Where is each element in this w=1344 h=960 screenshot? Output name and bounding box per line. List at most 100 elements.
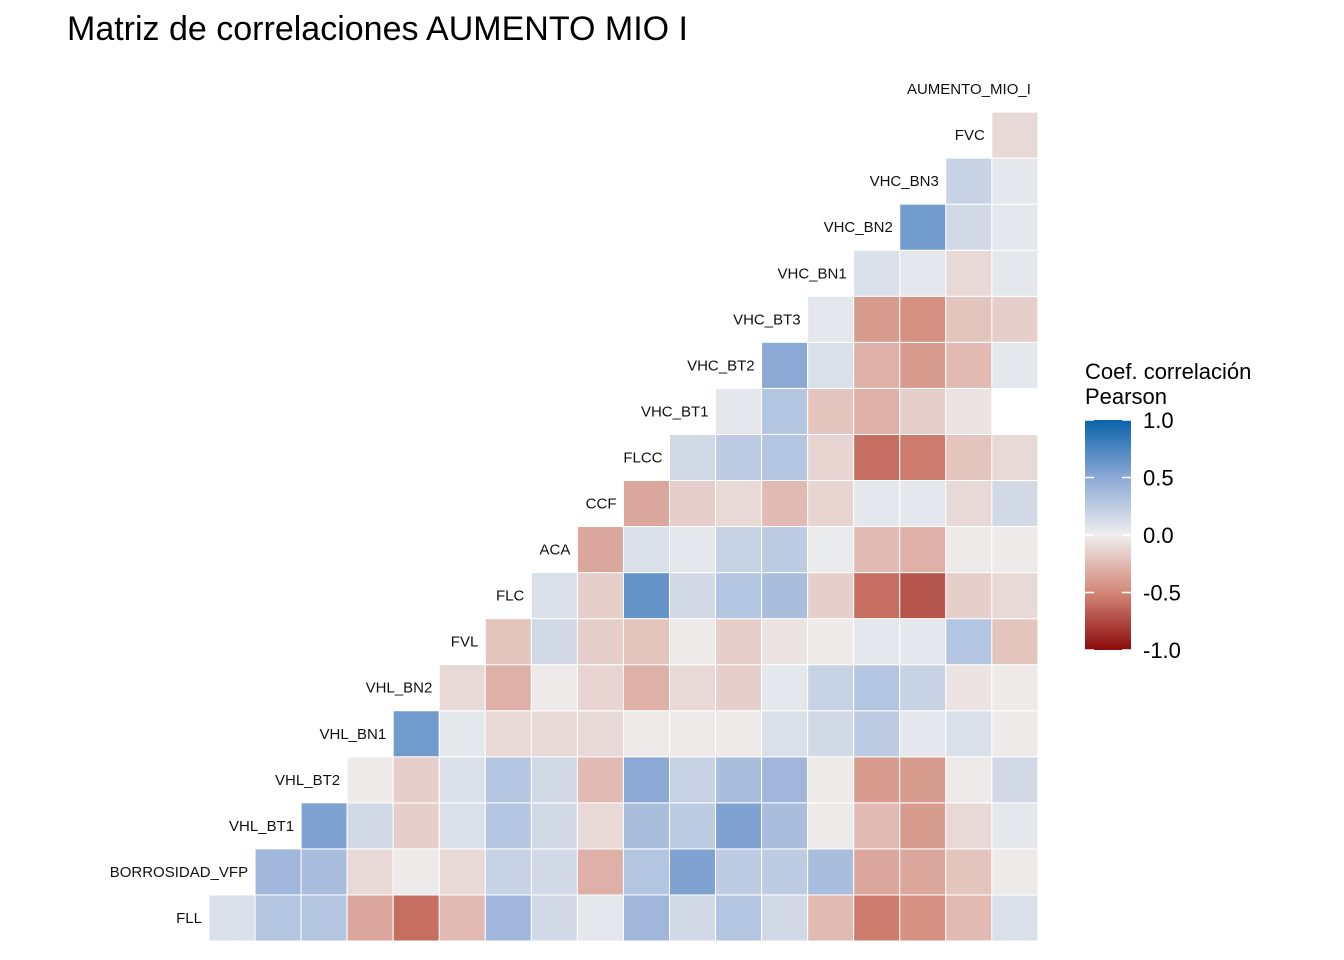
cell-vhl_bn1-aca <box>530 710 578 758</box>
cell-vhl_bt1-vhc_bn3 <box>899 802 947 850</box>
cell-vhl_bn2-vhc_bt3 <box>761 664 809 712</box>
cell-vhl_bt2-aumento_mio_i <box>991 756 1039 804</box>
row-label-ccf: CCF <box>586 496 617 513</box>
cell-vhl_bt1-aumento_mio_i <box>991 802 1039 850</box>
row-label-vhc-bt3: VHC_BT3 <box>733 311 801 328</box>
variable-labels: FLL BORROSIDAD_VFP VHL_BT1 VHL_BT2 VHL_BN1 VH… <box>110 81 1031 927</box>
cell-aca-vhc_bt2 <box>715 526 763 574</box>
row-label-vhl-bt2: VHL_BT2 <box>275 772 340 789</box>
cell-vhl_bt2-vhc_bt1 <box>669 756 717 804</box>
cell-vhc_bt1-vhc_bn2 <box>853 387 901 435</box>
row-label-borrosidad-vfp: BORROSIDAD_VFP <box>110 864 248 881</box>
cell-ccf-flcc <box>622 480 671 528</box>
cell-fvl-vhc_bn3 <box>899 618 947 666</box>
cell-vhc_bn1-vhc_bn3 <box>899 249 947 297</box>
row-label-fvc: FVC <box>955 127 985 144</box>
cell-flcc-vhc_bt2 <box>715 433 763 482</box>
cell-ccf-vhc_bn1 <box>807 480 855 528</box>
cell-borrosidad_vfp-vhc_bt2 <box>715 848 763 896</box>
cell-vhl_bn1-fvc <box>945 710 993 758</box>
cell-vhl_bt1-aca <box>530 802 578 850</box>
cell-vhc_bt1-vhc_bt2 <box>715 387 763 435</box>
cell-borrosidad_vfp-fvl <box>438 848 486 896</box>
cell-aca-vhc_bn2 <box>853 526 901 574</box>
cell-fll-ccf <box>576 894 624 942</box>
cell-vhc_bt3-fvc <box>945 295 993 343</box>
cell-aca-flcc <box>622 526 671 574</box>
cell-aca-ccf <box>576 526 624 574</box>
cell-vhl_bn1-flc <box>484 710 532 758</box>
cell-vhl_bt1-fvc <box>945 802 993 850</box>
row-label-fvl: FVL <box>451 634 479 651</box>
cell-vhc_bn2-vhc_bn3 <box>899 203 947 251</box>
cell-fvl-vhc_bt1 <box>669 618 717 666</box>
cell-vhl_bt1-vhc_bn2 <box>853 802 901 850</box>
cell-flc-fvc <box>945 572 993 620</box>
cell-borrosidad_vfp-aumento_mio_i <box>991 848 1039 896</box>
cell-flc-vhc_bn2 <box>853 572 901 620</box>
cell-fvl-vhc_bt3 <box>761 618 809 666</box>
chart-title: Matriz de correlaciones AUMENTO MIO I <box>67 10 688 48</box>
cell-flcc-fvc <box>945 433 993 482</box>
cell-vhl_bn2-ccf <box>576 664 624 712</box>
cell-flcc-vhc_bt1 <box>669 433 717 482</box>
cell-fvl-ccf <box>576 618 624 666</box>
legend-tick-label: 0.5 <box>1143 466 1174 491</box>
cell-borrosidad_vfp-ccf <box>576 848 624 896</box>
cell-vhc_bt3-vhc_bn3 <box>899 295 947 343</box>
cell-fll-vhl_bn2 <box>392 894 440 942</box>
row-label-vhc-bt1: VHC_BT1 <box>641 403 709 420</box>
cell-vhc_bt2-vhc_bt3 <box>761 341 809 389</box>
cell-borrosidad_vfp-vhl_bn2 <box>392 848 440 896</box>
cell-aca-vhc_bt3 <box>761 526 809 574</box>
cell-vhc_bn2-fvc <box>945 203 993 251</box>
cell-borrosidad_vfp-vhl_bt1 <box>254 848 302 896</box>
cell-flc-vhc_bn3 <box>899 572 947 620</box>
cell-fll-vhl_bt1 <box>254 894 302 942</box>
cell-flc-flcc <box>622 572 671 620</box>
cell-vhl_bn2-vhc_bn1 <box>807 664 855 712</box>
cell-vhc_bt1-fvc <box>945 387 993 435</box>
legend-tick-label: -0.5 <box>1143 581 1181 606</box>
cell-aca-aumento_mio_i <box>991 526 1039 574</box>
cell-fvl-vhc_bt2 <box>715 618 763 666</box>
row-label-vhl-bn1: VHL_BN1 <box>319 726 386 743</box>
cell-flcc-vhc_bt3 <box>761 433 809 482</box>
cell-fll-aca <box>530 894 578 942</box>
cell-fvc-aumento_mio_i <box>991 111 1039 159</box>
cell-borrosidad_vfp-flcc <box>622 848 671 896</box>
cell-borrosidad_vfp-vhl_bt2 <box>300 848 348 896</box>
cell-ccf-aumento_mio_i <box>991 480 1039 528</box>
cell-fll-fvl <box>438 894 486 942</box>
cell-flcc-aumento_mio_i <box>991 433 1039 482</box>
cell-fll-vhc_bt1 <box>669 894 717 942</box>
legend-tick-label: 1.0 <box>1143 408 1174 433</box>
cell-fll-vhc_bn3 <box>899 894 947 942</box>
cell-ccf-fvc <box>945 480 993 528</box>
legend-title-line1: Coef. correlación <box>1085 359 1251 384</box>
cell-vhc_bt1-vhc_bn1 <box>807 387 855 435</box>
row-label-aca: ACA <box>540 542 571 559</box>
cell-vhl_bt2-fvc <box>945 756 993 804</box>
cell-flcc-vhc_bn3 <box>899 433 947 482</box>
cell-fll-flcc <box>622 894 671 942</box>
cell-borrosidad_vfp-fvc <box>945 848 993 896</box>
cell-flc-aumento_mio_i <box>991 572 1039 620</box>
cell-vhc_bn1-vhc_bn2 <box>853 249 901 297</box>
cell-flc-vhc_bt3 <box>761 572 809 620</box>
cell-ccf-vhc_bn2 <box>853 480 901 528</box>
cell-vhl_bt1-vhl_bn1 <box>346 802 394 850</box>
cell-vhc_bt2-aumento_mio_i <box>991 341 1039 389</box>
cell-fll-vhc_bt3 <box>761 894 809 942</box>
cell-vhc_bt1-vhc_bt3 <box>761 387 809 435</box>
cell-vhl_bn1-vhc_bn2 <box>853 710 901 758</box>
cell-vhc_bt2-vhc_bn1 <box>807 341 855 389</box>
cell-vhc_bt1-vhc_bn3 <box>899 387 947 435</box>
cell-vhl_bt2-flcc <box>622 756 671 804</box>
cell-flc-aca <box>530 572 578 620</box>
cell-fvl-vhc_bn1 <box>807 618 855 666</box>
cell-aca-vhc_bt1 <box>669 526 717 574</box>
row-label-aumento-mio-i: AUMENTO_MIO_I <box>907 81 1031 98</box>
legend-title-line2: Pearson <box>1085 384 1167 409</box>
